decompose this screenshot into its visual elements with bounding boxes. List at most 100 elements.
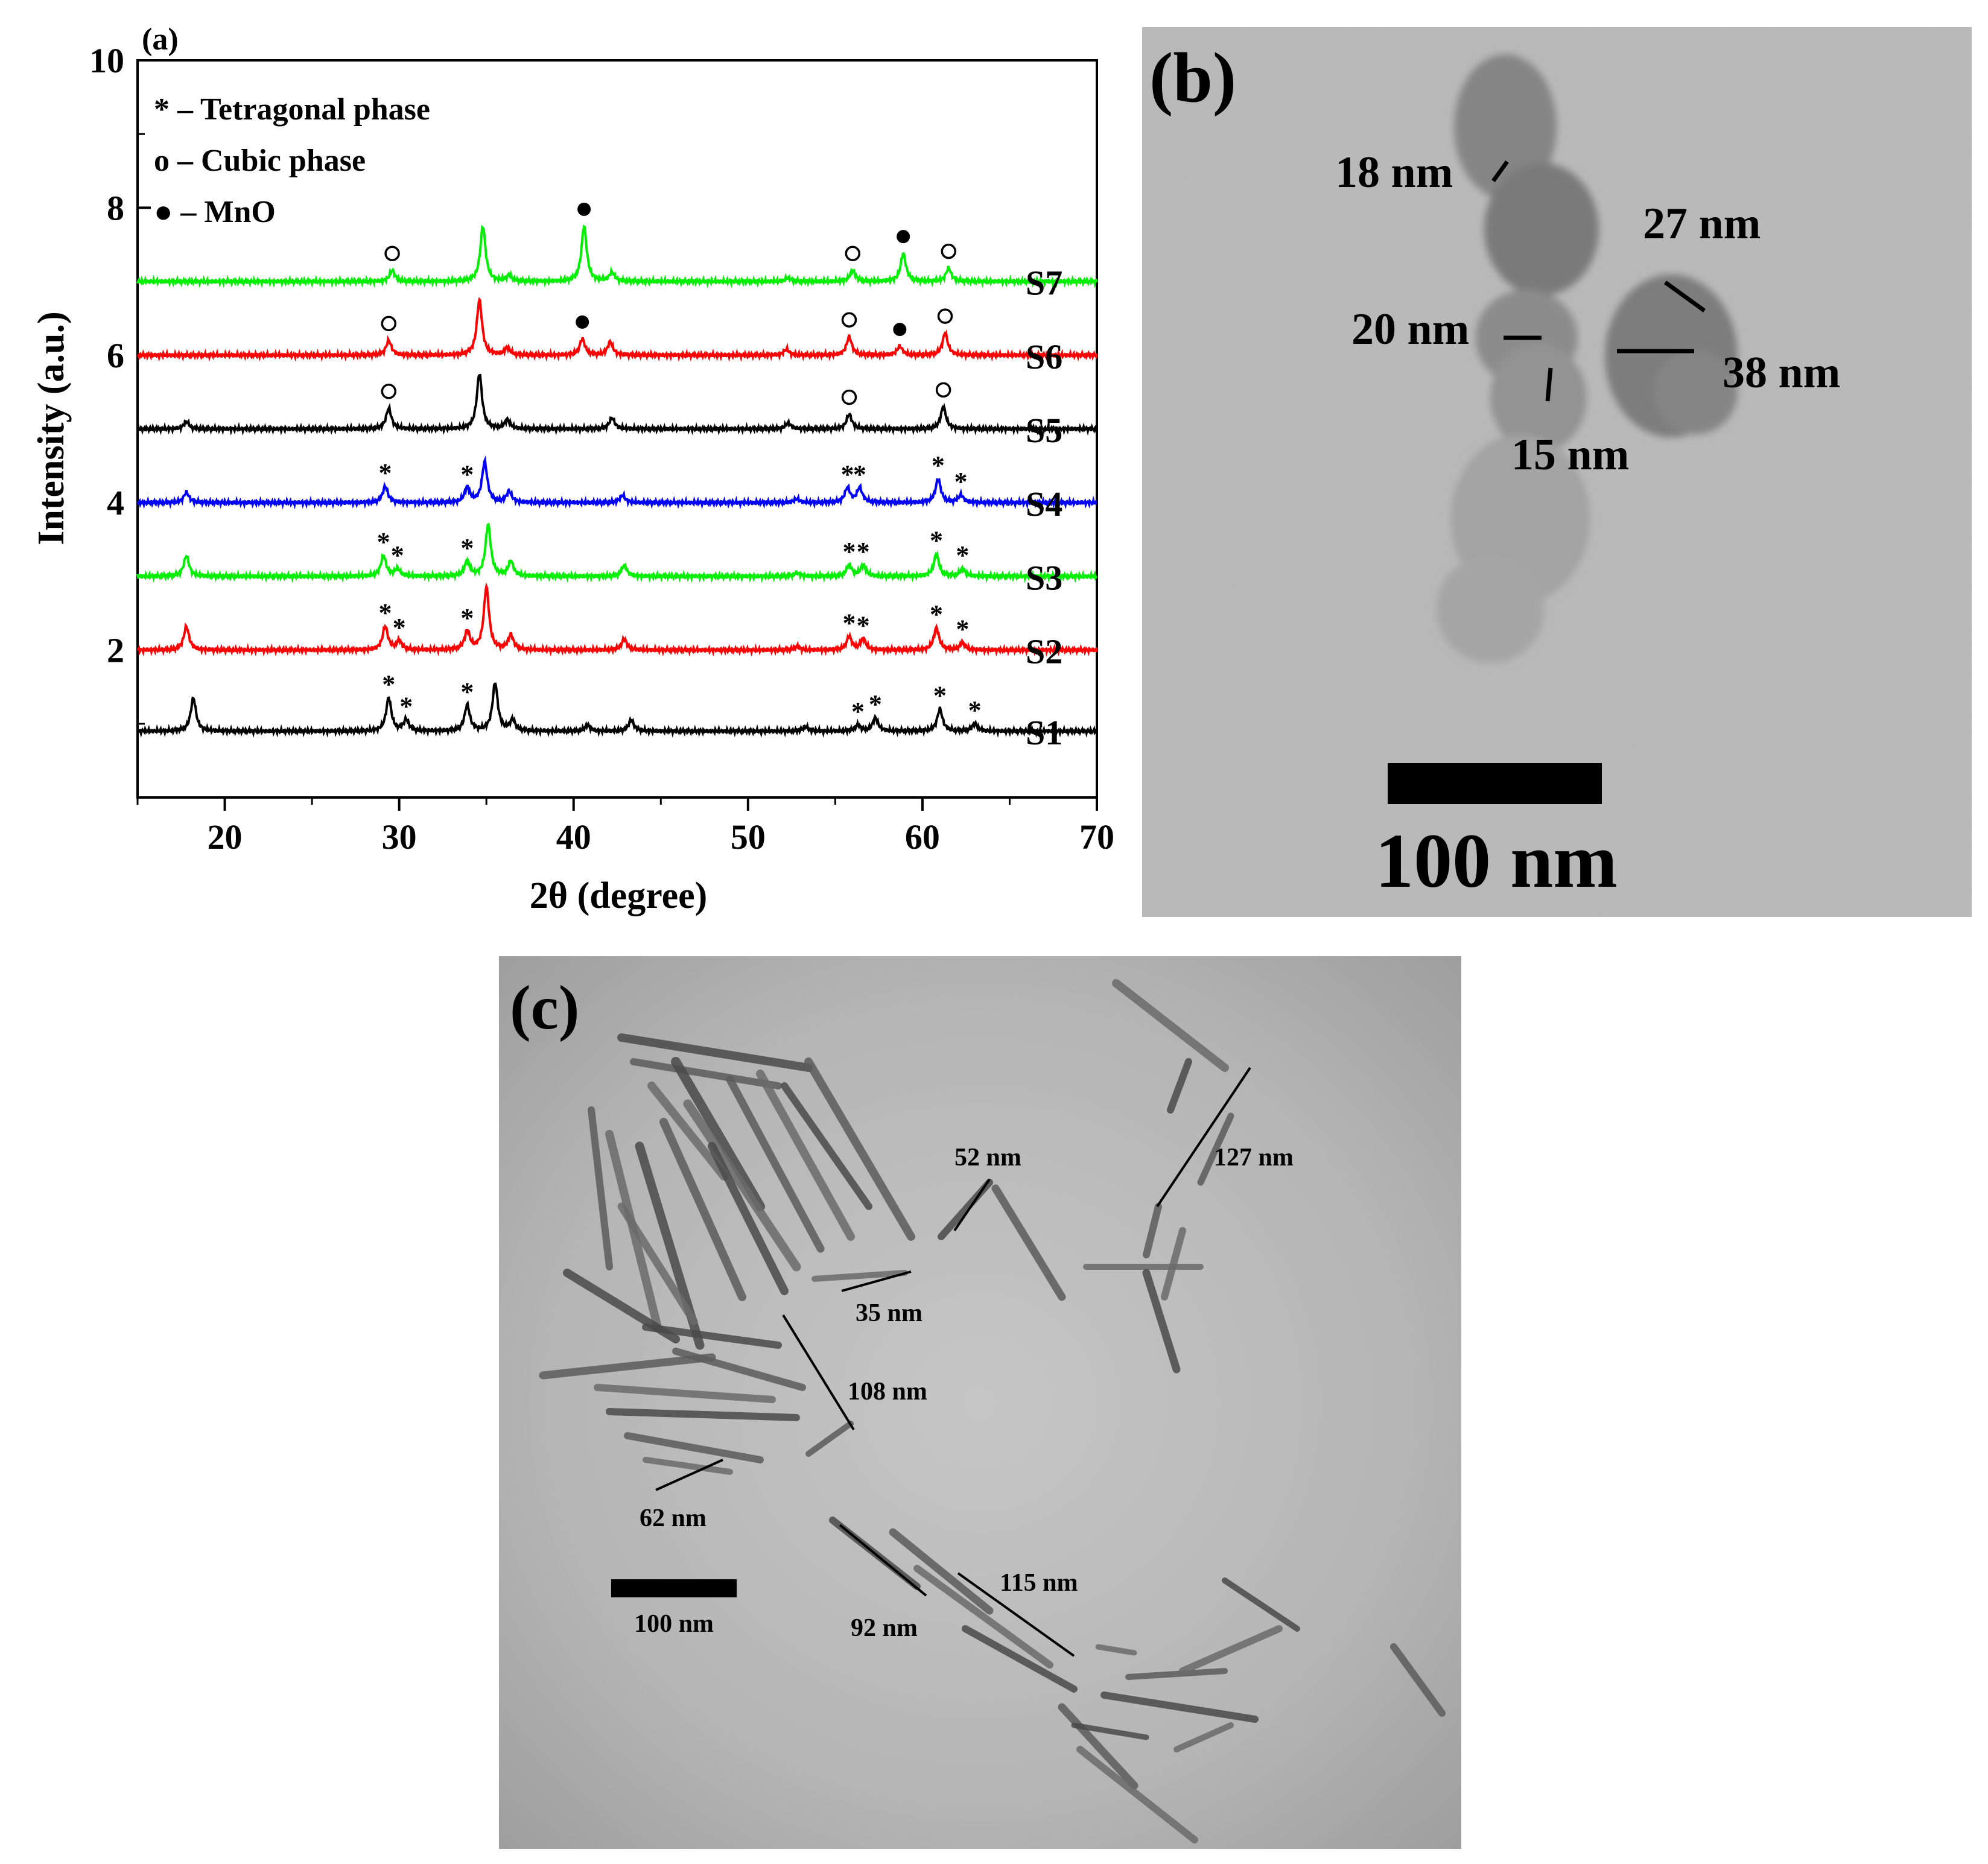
nanorod (671, 1057, 765, 1211)
nanorod (624, 1432, 764, 1463)
legend: * – Tetragonal phase o – Cubic phase ● –… (154, 92, 430, 229)
nanoparticle-cluster (1436, 54, 1738, 664)
series-label: S3 (1026, 558, 1062, 597)
panel-c-tem-image: 52 nm 127 nm 35 nm 108 nm 62 nm 115 nm 9… (499, 956, 1461, 1849)
marker-tetragonal: * (930, 526, 943, 556)
nanorod (630, 1058, 782, 1089)
marker-cubic (937, 308, 953, 324)
panel-a-xrd-chart: (a) 2 4 6 8 10 20 30 40 50 60 70 2θ (degree) Inte… (31, 22, 1114, 916)
nanorod (539, 1353, 716, 1380)
measurement-lines (655, 1067, 1251, 1657)
nanorod (672, 1348, 806, 1391)
marker-tetragonal: * (379, 598, 392, 627)
panel-c-label: (c) (510, 973, 579, 1042)
series-s7: S7 (136, 202, 1098, 303)
nanorod (642, 1324, 782, 1349)
series-label: S6 (1026, 337, 1062, 376)
series-s1: S1** ** * * * (137, 670, 1097, 752)
nanorod (606, 1408, 800, 1421)
series-s2: S2* * * * * * * (136, 582, 1098, 671)
nanorod (781, 1082, 872, 1210)
nanorod (588, 1106, 613, 1270)
marker-tetragonal: * (382, 670, 395, 699)
marker-tetragonal: * (460, 533, 474, 563)
tem-background (499, 956, 1461, 1849)
nanorod (913, 1565, 1053, 1669)
rod-length-52nm: 52 nm (954, 1144, 1021, 1171)
marker-tetragonal: * (842, 609, 856, 638)
nanorod (1161, 1227, 1186, 1301)
y-axis: 2 4 6 8 10 (89, 41, 151, 725)
nanorod (1125, 1668, 1228, 1680)
marker-cubic (941, 243, 957, 259)
x-axis-label: 2θ (degree) (530, 875, 708, 916)
nanorod (756, 1070, 855, 1241)
x-tick-label: 20 (208, 817, 243, 857)
rod-length-92nm: 92 nm (851, 1614, 918, 1642)
size-label-38nm: 38 nm (1723, 348, 1840, 398)
series-label: S1 (1026, 713, 1062, 752)
nanorod (811, 1270, 908, 1282)
rod-length-108nm: 108 nm (848, 1378, 927, 1406)
nanorod (805, 1421, 854, 1457)
nanorod (1076, 1746, 1198, 1843)
panel-a-label: (a) (142, 22, 179, 57)
marker-tetragonal: * (460, 677, 474, 706)
size-label-20nm: 20 nm (1351, 305, 1469, 354)
panel-b-label: (b) (1149, 38, 1236, 117)
marker-mno (577, 202, 591, 216)
panel-b-tem-image: 18 nm 27 nm 20 nm 38 nm 15 nm (b) 100 nm (1142, 27, 1972, 917)
series-s5: S5 (136, 373, 1098, 450)
marker-cubic (841, 312, 857, 328)
series-label: S5 (1026, 411, 1062, 450)
series-line (137, 682, 1097, 738)
series-s6: S6 (137, 297, 1098, 376)
nanorod (889, 1528, 994, 1615)
nanorod (1197, 1112, 1234, 1186)
nanorod (643, 1457, 733, 1475)
scale-bar-label: 100 nm (634, 1610, 714, 1638)
nanorod (1058, 1703, 1138, 1790)
marker-tetragonal: * (842, 537, 856, 566)
series-label: S2 (1026, 632, 1062, 671)
marker-tetragonal: * (460, 603, 474, 633)
marker-tetragonal: * (956, 614, 969, 644)
marker-tetragonal: * (841, 460, 854, 489)
y-tick-label: 4 (107, 483, 124, 522)
nanorods (539, 979, 1446, 1843)
marker-tetragonal: * (391, 540, 404, 570)
marker-mno (576, 315, 589, 329)
series-line (136, 522, 1098, 583)
marker-tetragonal: * (933, 680, 947, 710)
x-tick-label: 30 (382, 817, 417, 857)
nanorod (1222, 1577, 1300, 1632)
marker-tetragonal: * (851, 697, 865, 726)
y-axis-label: Intensity (a.u.) (31, 311, 72, 545)
legend-entry-mno: ● – MnO (154, 195, 276, 229)
marker-cubic (381, 384, 397, 399)
marker-tetragonal: * (968, 696, 982, 725)
rod-length-127nm: 127 nm (1214, 1144, 1294, 1171)
nanorod (991, 1184, 1066, 1301)
series-line (136, 582, 1098, 657)
nanorod (1143, 1203, 1162, 1258)
nanorod (617, 1033, 813, 1072)
scale-bar-label: 100 nm (1375, 818, 1618, 904)
x-tick-label: 60 (905, 817, 940, 857)
x-tick-label: 50 (731, 817, 766, 857)
marker-tetragonal: * (932, 451, 945, 480)
nanorod (1071, 1722, 1149, 1740)
nanorod (1390, 1643, 1446, 1717)
nanorod (647, 1082, 728, 1181)
rod-length-115nm: 115 nm (1000, 1569, 1078, 1597)
series-s4: S4* * ** ** (137, 451, 1097, 524)
marker-tetragonal: * (956, 540, 969, 570)
marker-tetragonal: * (853, 460, 866, 489)
y-tick-label: 8 (107, 188, 124, 227)
series-s3: S3* * * * * * * (136, 522, 1098, 597)
series-line (137, 455, 1097, 510)
marker-tetragonal: * (377, 527, 390, 557)
size-label-15nm: 15 nm (1511, 430, 1629, 480)
series-line (136, 373, 1098, 436)
nanorod (617, 1202, 698, 1325)
